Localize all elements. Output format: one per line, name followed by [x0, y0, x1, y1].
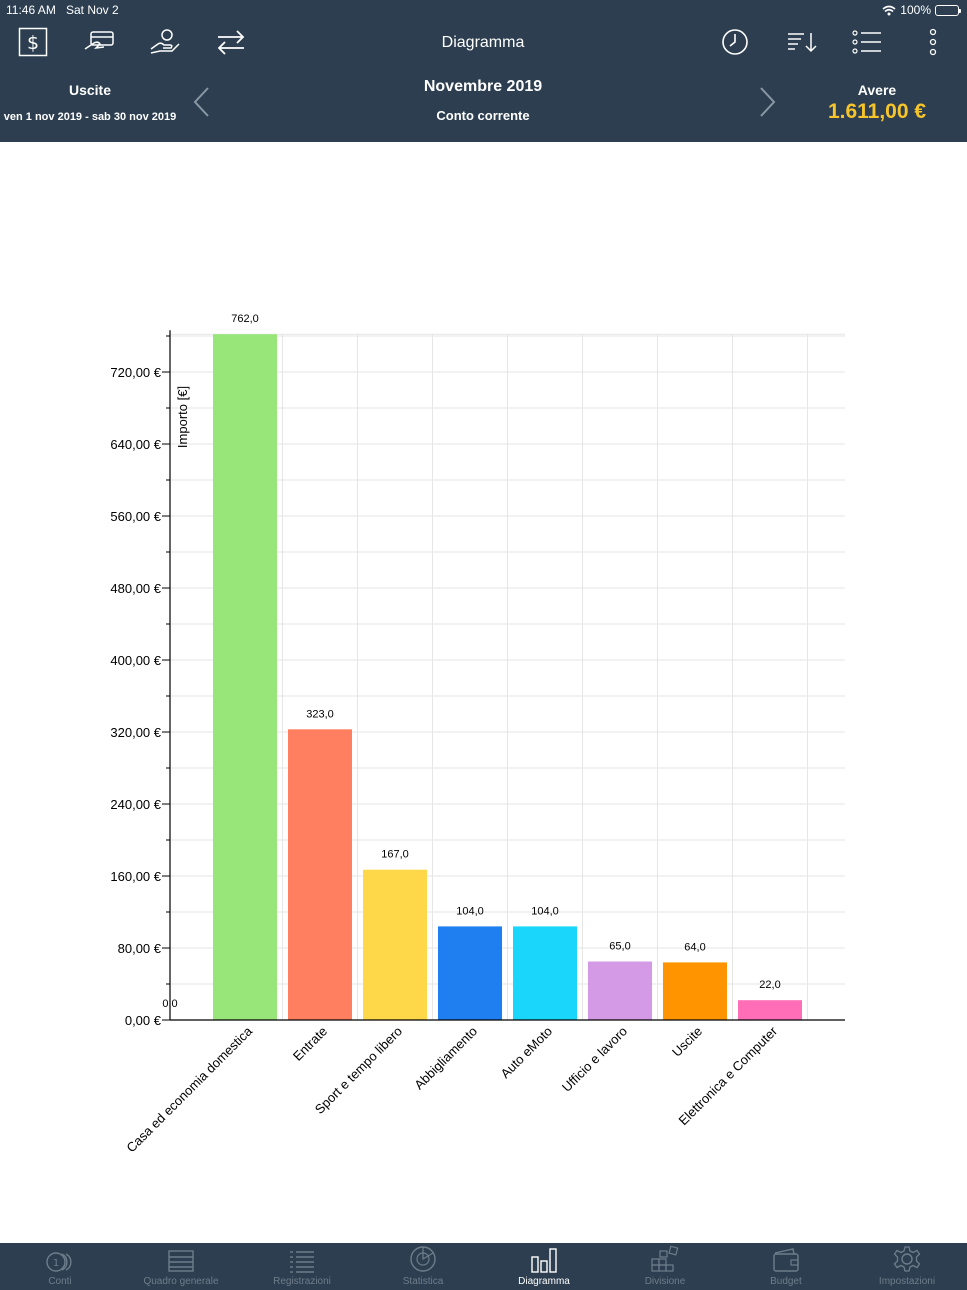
- wallet-icon: [773, 1248, 799, 1272]
- chevron-right-icon: [760, 87, 776, 117]
- tab-budget[interactable]: Budget: [726, 1243, 846, 1290]
- category-label: Auto eMoto: [497, 1024, 555, 1082]
- period-selector: Novembre 2019 Conto corrente: [383, 78, 583, 123]
- status-date: Sat Nov 2: [66, 3, 119, 17]
- page-title: Diagramma: [441, 34, 525, 51]
- y-axis-tick-label: 240,00 €: [110, 797, 161, 812]
- chevron-left-icon: [193, 87, 209, 117]
- previous-month-button[interactable]: [190, 86, 214, 118]
- category-label: Entrate: [290, 1024, 330, 1064]
- bar-value-label: 762,0: [231, 313, 259, 325]
- tab-label: Impostazioni: [878, 1276, 936, 1287]
- date-range: ven 1 nov 2019 - sab 30 nov 2019: [3, 111, 177, 123]
- tab-label: Quadro generale: [143, 1276, 219, 1287]
- dollar-icon[interactable]: $: [15, 24, 51, 60]
- sort-icon[interactable]: [783, 24, 819, 60]
- tab-label: Registrazioni: [273, 1276, 331, 1287]
- category-label: Uscite: [669, 1024, 705, 1060]
- account-label: Conto corrente: [436, 108, 530, 123]
- category-label: Casa ed economia domestica: [123, 1023, 255, 1155]
- tab-label: Divisione: [644, 1276, 686, 1287]
- y-axis-tick-label: 400,00 €: [110, 653, 161, 668]
- balance-value: 1.611,00 €: [827, 100, 927, 123]
- y-axis-tick-label: 0,00 €: [125, 1013, 162, 1028]
- y-axis-tick-label: 720,00 €: [110, 365, 161, 380]
- tab-label: Budget: [770, 1276, 802, 1287]
- tab-statistica[interactable]: Statistica: [363, 1243, 483, 1290]
- bar-value-label: 65,0: [609, 941, 630, 953]
- y-axis-tick-label: 160,00 €: [110, 869, 161, 884]
- tab-label: Conti: [48, 1276, 72, 1287]
- bar-value-label: 64,0: [684, 941, 705, 953]
- clock-icon[interactable]: [717, 24, 753, 60]
- bar: [663, 962, 727, 1020]
- pie-chart-icon: [410, 1246, 436, 1272]
- tab-impostazioni[interactable]: Impostazioni: [847, 1243, 967, 1290]
- bar: [213, 334, 277, 1020]
- bar: [738, 1000, 802, 1020]
- bar-value-label: 323,0: [306, 708, 334, 720]
- bar: [288, 729, 352, 1020]
- category-label: Ufficio e lavoro: [559, 1024, 630, 1095]
- tab-bar: 1 Conti Quadro generale Registrazioni St…: [0, 1243, 967, 1290]
- battery-icon: [935, 4, 961, 16]
- wifi-icon: [882, 5, 896, 15]
- tab-conti[interactable]: 1 Conti: [0, 1243, 120, 1290]
- bar: [363, 869, 427, 1020]
- y-axis-tick-label: 80,00 €: [118, 941, 162, 956]
- month-label: Novembre 2019: [423, 78, 543, 95]
- status-indicators: 100%: [882, 3, 961, 17]
- bar: [588, 961, 652, 1020]
- bar-value-label: 22,0: [759, 979, 780, 991]
- card-payment-icon[interactable]: [81, 24, 117, 60]
- tab-divisione[interactable]: Divisione: [605, 1243, 725, 1290]
- top-header: 11:46 AM Sat Nov 2 100% $ Diagramma: [0, 0, 967, 142]
- balance-label: Avere: [857, 82, 897, 98]
- division-icon: [651, 1245, 679, 1272]
- y-axis-tick-label: 640,00 €: [110, 437, 161, 452]
- bar: [438, 926, 502, 1020]
- bar-value-label: 104,0: [456, 905, 484, 917]
- tab-diagramma[interactable]: Diagramma: [484, 1243, 604, 1290]
- period-summary: Uscite ven 1 nov 2019 - sab 30 nov 2019: [0, 82, 180, 123]
- tab-quadro-generale[interactable]: Quadro generale: [121, 1243, 241, 1290]
- overview-icon: [168, 1250, 194, 1272]
- bar-value-label: 167,0: [381, 849, 409, 861]
- category-label: Abbigliamento: [411, 1024, 480, 1093]
- bar-value-label: 104,0: [531, 905, 559, 917]
- status-bar: 11:46 AM Sat Nov 2 100%: [0, 0, 967, 20]
- y-axis-tick-label: 480,00 €: [110, 581, 161, 596]
- gear-icon: [893, 1246, 921, 1272]
- type-label: Uscite: [68, 82, 112, 98]
- y-axis-tick-label: 320,00 €: [110, 725, 161, 740]
- zero-value-label: 0,0: [162, 998, 177, 1010]
- y-axis-tick-label: 560,00 €: [110, 509, 161, 524]
- battery-percent: 100%: [900, 3, 931, 17]
- list-icon[interactable]: [849, 24, 885, 60]
- balance-summary: Avere 1.611,00 €: [797, 82, 957, 124]
- svg-text:1: 1: [53, 1258, 59, 1269]
- next-month-button[interactable]: [755, 86, 779, 118]
- transfer-arrows-icon[interactable]: [213, 24, 249, 60]
- bar: [513, 926, 577, 1020]
- tab-label: Diagramma: [518, 1276, 570, 1287]
- tab-label: Statistica: [402, 1276, 444, 1287]
- chart-area: 762,0 Casa ed economia domestica 323,0 Entr…: [0, 142, 967, 1243]
- y-axis-label: Importo [€]: [175, 386, 190, 448]
- records-list-icon: [290, 1251, 314, 1273]
- coins-icon: 1: [46, 1252, 72, 1272]
- bar-chart-icon: [531, 1248, 557, 1273]
- more-vertical-icon[interactable]: [915, 24, 951, 60]
- hand-coin-icon[interactable]: [147, 24, 183, 60]
- svg-text:$: $: [27, 32, 39, 54]
- tab-registrazioni[interactable]: Registrazioni: [242, 1243, 362, 1290]
- bar-chart: 762,0 Casa ed economia domestica 323,0 Entr…: [110, 313, 845, 1155]
- status-time: 11:46 AM: [6, 3, 56, 17]
